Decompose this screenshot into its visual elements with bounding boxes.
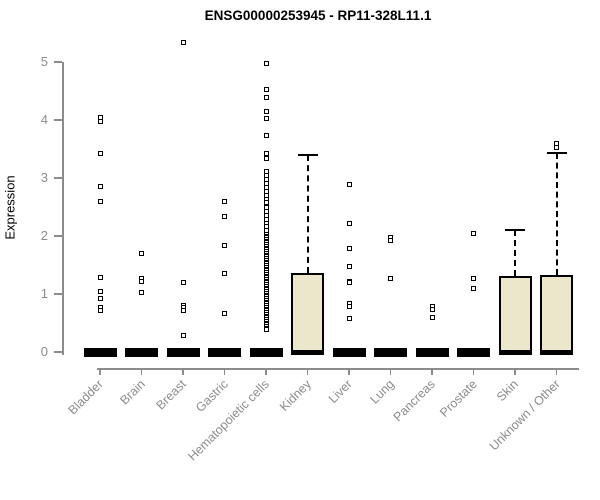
x-axis-tick [431,368,433,375]
whisker-cap [546,152,567,155]
x-axis-tick [99,368,101,375]
outlier-point [263,60,269,66]
y-axis-tick [54,293,62,295]
outlier-point [97,118,103,124]
outlier-point [429,315,435,321]
outlier-point [180,332,186,338]
box [540,274,573,355]
outlier-point [139,289,144,295]
box [291,273,324,355]
outlier-point [471,285,476,291]
whisker-cap [505,229,525,232]
outlier-point [388,276,393,282]
collapsed-box [208,347,241,357]
outlier-point [263,87,269,93]
collapsed-box [415,347,449,357]
median-line [540,349,573,355]
y-axis-tick [54,235,62,237]
y-axis-tick-label: 0 [40,344,48,359]
x-axis-tick [389,368,392,375]
outlier-point [346,245,352,251]
outlier-point [346,264,352,270]
outlier-point [139,251,144,257]
y-axis-tick-label: 2 [40,228,48,243]
outlier-point [471,276,476,282]
outlier-point [97,183,103,189]
collapsed-box [374,347,407,357]
outlier-point [263,109,269,115]
outlier-point [263,327,269,333]
outlier-point [139,278,144,284]
outlier-point [346,280,352,286]
x-axis-tick [514,368,516,375]
y-axis-tick-label: 1 [40,286,48,301]
x-axis-tick [306,368,309,375]
outlier-point [346,304,352,310]
x-axis-tick [472,368,475,375]
y-axis-line [62,62,64,355]
y-axis-tick [54,119,62,121]
chart-title: ENSG00000253945 - RP11-328L11.1 [204,8,432,23]
outlier-point [97,199,103,205]
outlier-point [471,230,476,236]
outlier-point [97,307,103,313]
x-axis-tick [140,368,143,375]
x-axis-tick [182,368,184,375]
collapsed-box [249,347,283,357]
median-line [291,349,324,355]
outlier-point [429,307,435,313]
outlier-point [346,220,352,226]
outlier-point [263,150,269,156]
outlier-point [97,288,103,294]
whisker-line [306,154,309,274]
outlier-point [222,270,227,276]
outlier-point [180,39,186,45]
x-axis-tick [555,368,558,375]
collapsed-box [332,347,366,357]
whisker-line [555,153,558,275]
y-axis-tick [54,61,62,63]
outlier-point [222,242,227,248]
outlier-point [263,95,269,101]
median-line [498,349,532,355]
box [498,276,532,355]
y-axis-tick-label: 4 [40,112,48,127]
y-axis-tick [54,351,62,353]
whisker-line [514,230,516,276]
y-axis-tick-label: 5 [40,54,48,69]
y-axis-tick [54,177,62,179]
outlier-point [263,115,269,121]
collapsed-box [457,347,490,357]
collapsed-box [125,347,158,357]
outlier-point [554,144,559,150]
outlier-point [346,182,352,188]
outlier-point [222,199,227,205]
collapsed-box [83,347,117,357]
x-axis-line [97,368,579,370]
outlier-point [388,238,393,244]
outlier-point [263,155,269,161]
y-axis-tick-label: 3 [40,170,48,185]
outlier-point [180,308,186,314]
x-axis-tick [348,368,350,375]
outlier-point [346,316,352,322]
outlier-point [97,150,103,156]
outlier-point [222,214,227,220]
x-axis-tick [223,368,226,375]
outlier-point [263,132,269,138]
outlier-point [222,310,227,316]
whisker-cap [297,153,318,156]
outlier-point [180,280,186,286]
outlier-point [97,275,103,281]
collapsed-box [166,347,200,357]
x-axis-tick [265,368,267,375]
outlier-point [97,295,103,301]
